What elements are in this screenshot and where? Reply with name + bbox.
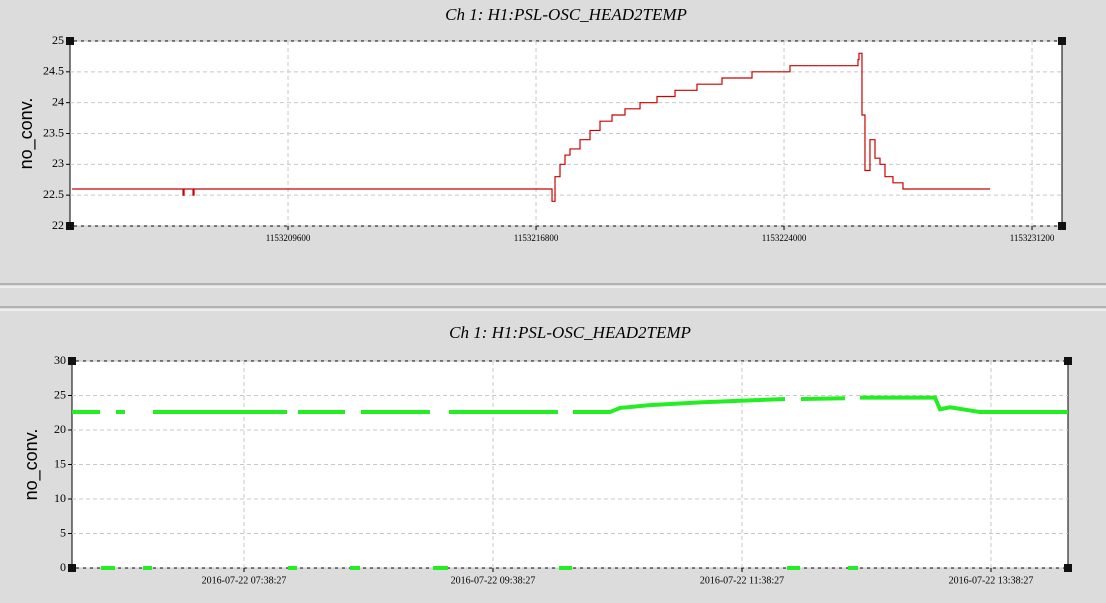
y-tick-label: 5 [60,525,66,539]
corner-handle [1058,37,1066,45]
y-tick-label: 10 [54,491,66,505]
x-tick-label: 1153224000 [762,233,807,243]
x-tick-label: 1153231200 [1010,233,1055,243]
y-tick-label: 25 [52,33,64,47]
corner-handle [66,222,74,230]
y-tick-label: 30 [54,353,66,367]
corner-handle [68,564,76,572]
chart-title: Ch 1: H1:PSL-OSC_HEAD2TEMP [445,5,687,24]
corner-handle [66,37,74,45]
y-tick-label: 24.5 [43,64,64,78]
y-tick-label: 22 [52,218,64,232]
panel-separator [0,283,1106,311]
y-tick-label: 23.5 [43,125,64,139]
data-line [72,52,990,202]
corner-handle [1058,222,1066,230]
x-tick-label: 2016-07-22 13:38:27 [949,575,1034,586]
y-tick-label: 22.5 [43,187,64,201]
x-tick-label: 1153209600 [266,233,311,243]
corner-handle [1064,564,1072,572]
x-tick-label: 2016-07-22 07:38:27 [202,575,287,586]
y-tick-label: 0 [60,560,66,574]
x-tick-label: 2016-07-22 11:38:27 [700,575,784,586]
x-tick-label: 2016-07-22 09:38:27 [451,575,536,586]
chart-title: Ch 1: H1:PSL-OSC_HEAD2TEMP [449,323,691,342]
corner-handle [1064,357,1072,365]
data-line [72,395,1068,570]
corner-handle [68,357,76,365]
x-tick-label: 1153216800 [514,233,559,243]
y-tick-label: 15 [54,456,66,470]
y-tick-label: 24 [52,94,64,108]
y-axis-label: no_conv. [16,98,37,170]
y-tick-label: 20 [54,422,66,436]
y-tick-label: 23 [52,156,64,170]
y-axis-label: no_conv. [21,429,42,501]
y-tick-label: 25 [54,387,66,401]
